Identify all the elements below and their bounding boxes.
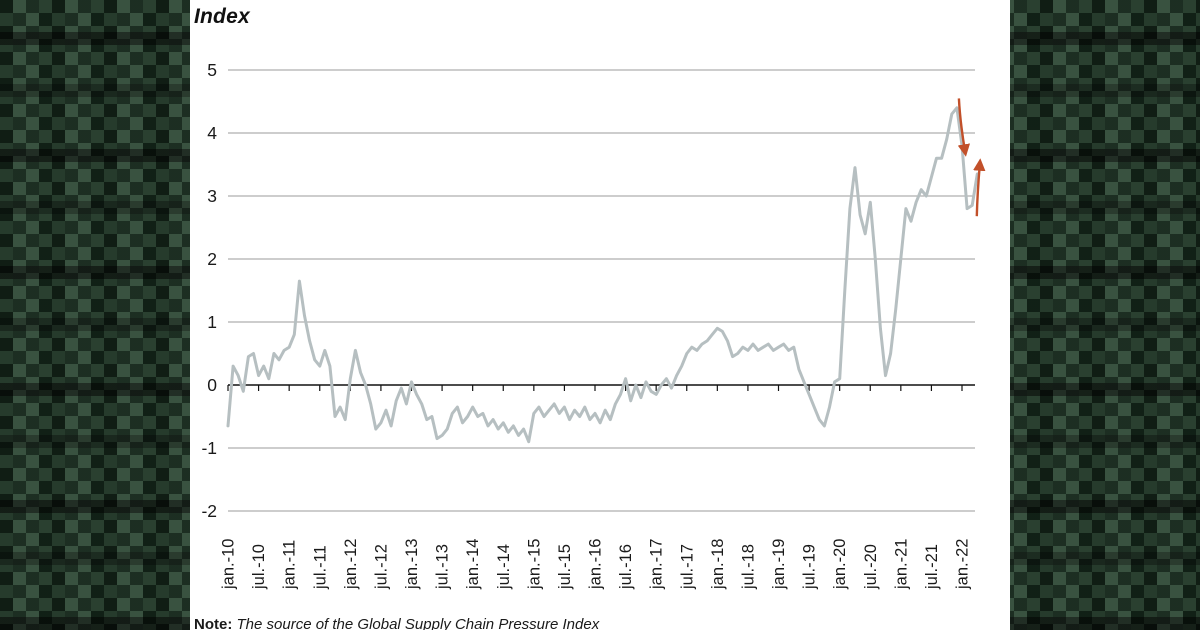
x-tick-label: jan.-11 [281,540,299,590]
x-tick-label: jul.-15 [556,544,574,590]
x-tick-label: jul.-18 [739,544,757,590]
x-tick-label: jan.-20 [831,539,849,590]
chart-footnote: Note: The source of the Global Supply Ch… [194,616,974,630]
chart-y-axis-title: Index [194,5,250,28]
x-tick-label: jul.-21 [923,544,941,590]
x-tick-label: jan.-22 [954,539,972,590]
y-tick-label: -2 [201,501,217,521]
x-tick-label: jan.-15 [525,539,543,590]
x-tick-label: jul.-17 [678,544,696,590]
note-label: Note: [194,616,233,630]
y-tick-label: 0 [207,375,217,395]
x-tick-label: jul.-10 [250,544,268,590]
y-tick-label: 1 [207,312,217,332]
y-tick-label: -1 [201,438,217,458]
x-tick-label: jan.-17 [648,539,666,590]
x-tick-label: jul.-16 [617,544,635,590]
x-tick-label: jul.-12 [372,544,390,590]
x-tick-label: jul.-19 [801,544,819,590]
x-tick-label: jan.-19 [770,539,788,590]
series-line-gscpi [226,106,979,444]
x-tick-label: jul.-11 [311,545,329,590]
x-tick-label: jan.-16 [587,539,605,590]
trend-arrow-up [973,158,986,217]
y-tick-label: 3 [207,186,217,206]
y-tick-label: 4 [207,123,217,143]
x-tick-label: jul.-20 [862,544,880,590]
chart-panel: Index 5 4 3 2 1 0 -1 -2 jan.-10 jul.-10 jan.-11 jul… [190,0,1010,630]
x-tick-label: jan.-12 [342,539,360,590]
x-tick-label: jan.-13 [403,539,421,590]
x-tick-label: jan.-18 [709,539,727,590]
x-tick-label: jul.-13 [434,544,452,590]
x-tick-label: jan.-14 [464,539,482,590]
y-tick-label: 5 [207,60,217,80]
note-text: The source of the Global Supply Chain Pr… [236,616,600,630]
y-tick-label: 2 [207,249,217,269]
x-tick-label: jul.-14 [495,544,513,590]
x-tick-label: jan.-21 [892,539,910,590]
x-tick-label: jan.-10 [220,539,238,590]
trend-arrow-down [957,98,971,157]
